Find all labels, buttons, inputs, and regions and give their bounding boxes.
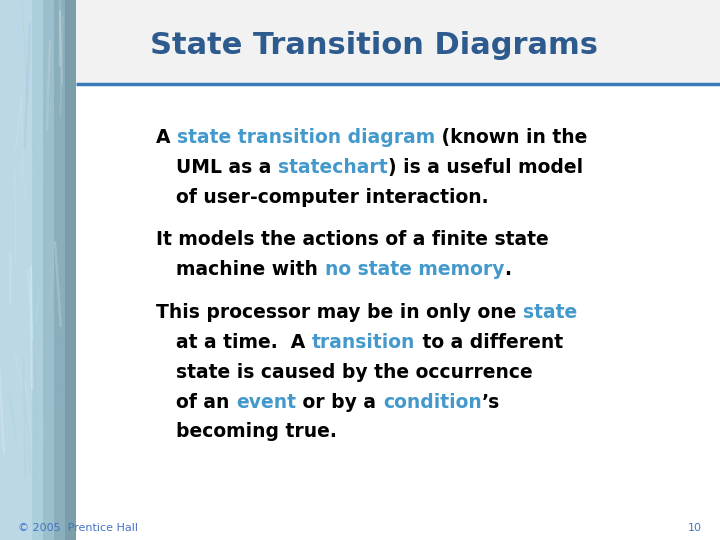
Text: of an: of an (176, 393, 236, 411)
Text: A: A (156, 128, 177, 147)
Text: © 2005  Prentice Hall: © 2005 Prentice Hall (18, 523, 138, 533)
Text: to a different: to a different (415, 333, 563, 352)
Text: This processor may be in only one: This processor may be in only one (156, 303, 523, 322)
Text: 10: 10 (688, 523, 702, 533)
Text: state is caused by the occurrence: state is caused by the occurrence (176, 362, 534, 382)
Text: ’s: ’s (482, 393, 500, 411)
Text: becoming true.: becoming true. (176, 422, 338, 442)
Text: event: event (236, 393, 297, 411)
Text: or by a: or by a (297, 393, 383, 411)
Bar (0, 0, 76, 540)
Text: state transition diagram: state transition diagram (177, 128, 435, 147)
Bar (76, 0, 720, 84)
Text: transition: transition (312, 333, 415, 352)
Text: It models the actions of a finite state: It models the actions of a finite state (156, 231, 549, 249)
Text: State Transition Diagrams: State Transition Diagrams (150, 31, 598, 60)
Text: condition: condition (383, 393, 482, 411)
Text: no state memory: no state memory (325, 260, 505, 279)
Bar (0, 0, 43, 540)
Bar (0, 0, 32, 540)
Bar (0, 0, 54, 540)
Text: machine with: machine with (176, 260, 325, 279)
Bar (76, 0, 720, 540)
Text: (known in the: (known in the (435, 128, 588, 147)
Text: state: state (523, 303, 577, 322)
Text: at a time.  A: at a time. A (176, 333, 312, 352)
Text: UML as a: UML as a (176, 158, 279, 177)
Text: statechart: statechart (279, 158, 388, 177)
Text: .: . (505, 260, 511, 279)
Bar (0, 0, 65, 540)
Text: ) is a useful model: ) is a useful model (388, 158, 583, 177)
Text: of user-computer interaction.: of user-computer interaction. (176, 188, 489, 207)
